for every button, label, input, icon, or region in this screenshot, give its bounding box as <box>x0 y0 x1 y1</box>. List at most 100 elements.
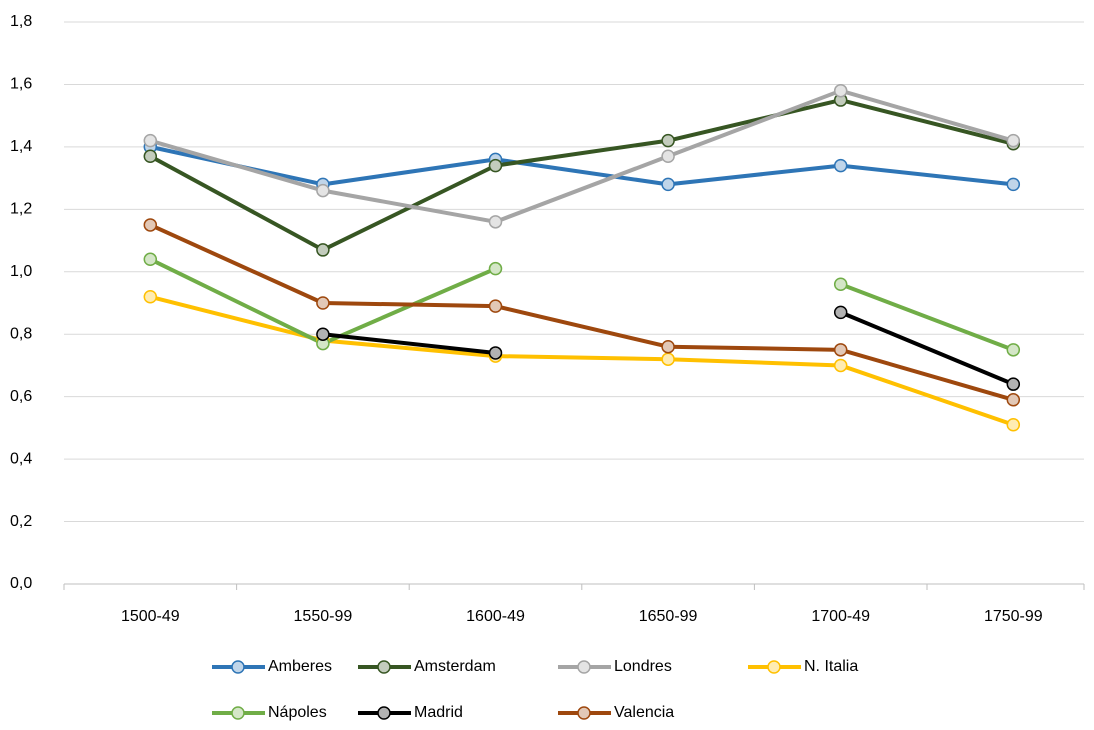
legend-marker-bg <box>578 707 590 719</box>
x-tick-label: 1650-99 <box>639 608 698 625</box>
data-point <box>661 133 675 148</box>
y-tick-label: 1,8 <box>10 13 32 30</box>
legend-label: Londres <box>614 658 672 675</box>
legend-marker-bg <box>378 707 390 719</box>
legend-marker-bg <box>232 661 244 673</box>
data-point <box>143 290 158 304</box>
data-point <box>1006 393 1021 407</box>
data-point-bg <box>316 184 329 197</box>
legend-marker-bg <box>232 707 244 719</box>
data-point-bg <box>144 150 157 163</box>
legend-label: N. Italia <box>804 658 858 675</box>
data-point-bg <box>316 328 329 341</box>
data-point-bg <box>1007 378 1020 391</box>
series-line <box>149 294 1014 427</box>
x-tick-label: 1550-99 <box>294 608 353 625</box>
data-point-bg <box>144 290 157 303</box>
data-point-bg <box>1007 178 1020 191</box>
data-point <box>833 343 848 357</box>
data-point-bg <box>662 134 675 147</box>
y-tick-label: 0,0 <box>10 575 32 592</box>
data-point-bg <box>662 150 675 163</box>
data-point <box>833 305 848 320</box>
data-point-bg <box>489 215 502 228</box>
data-point <box>1006 377 1021 391</box>
data-point <box>833 83 848 98</box>
data-point <box>833 158 848 173</box>
y-tick-label: 1,0 <box>10 263 32 280</box>
legend-marker <box>767 660 781 674</box>
data-point <box>661 339 675 354</box>
data-point-bg <box>316 243 329 256</box>
series-line <box>322 310 1015 387</box>
data-point-bg <box>489 159 502 172</box>
legend-marker-bg <box>768 661 780 673</box>
series-line <box>149 144 1014 187</box>
legend-marker <box>377 660 391 674</box>
data-point-bg <box>834 159 847 172</box>
data-point <box>143 133 158 148</box>
data-point-bg <box>316 337 329 350</box>
legend-label: Amsterdam <box>414 658 496 675</box>
series-line <box>149 223 1014 402</box>
data-point <box>488 215 503 229</box>
data-point <box>1006 418 1021 432</box>
legend-marker <box>577 660 591 674</box>
data-point-bg <box>834 84 847 97</box>
y-tick-label: 0,2 <box>10 513 32 530</box>
series-line <box>149 88 1014 224</box>
data-point <box>488 346 503 360</box>
data-point-bg <box>662 340 675 353</box>
data-point-bg <box>144 218 157 231</box>
data-point <box>1006 343 1021 357</box>
series-line <box>149 98 1014 252</box>
data-point-bg <box>834 359 847 372</box>
series-line <box>149 257 1015 352</box>
legend-label: Amberes <box>268 658 332 675</box>
legend-marker-bg <box>578 661 590 673</box>
x-tick-label: 1500-49 <box>121 608 180 625</box>
data-point-bg <box>1007 418 1020 431</box>
data-point <box>316 243 330 257</box>
data-point <box>1006 177 1021 192</box>
data-point-bg <box>1007 134 1020 147</box>
data-point-bg <box>316 297 329 309</box>
y-tick-label: 0,4 <box>10 450 32 467</box>
legend-label: Madrid <box>414 704 463 721</box>
data-point <box>316 183 330 198</box>
data-point-bg <box>834 94 847 107</box>
data-point <box>661 352 675 366</box>
data-point <box>143 252 158 267</box>
data-point-bg <box>489 346 502 359</box>
legend-label: Valencia <box>614 704 674 721</box>
data-point <box>316 327 330 341</box>
data-point <box>143 218 158 232</box>
data-point <box>833 277 848 292</box>
data-point <box>143 149 158 164</box>
data-point-bg <box>1007 393 1020 406</box>
data-point <box>833 358 848 373</box>
legend-label: Nápoles <box>268 704 327 721</box>
data-point-bg <box>144 253 157 266</box>
x-tick-label: 1700-49 <box>811 608 870 625</box>
data-point <box>488 299 503 313</box>
legend-marker <box>231 706 245 720</box>
legend-marker <box>231 660 245 674</box>
data-point <box>488 158 503 173</box>
x-tick-label: 1600-49 <box>466 608 525 625</box>
data-point-bg <box>834 306 847 319</box>
data-point <box>661 177 675 192</box>
data-point-bg <box>834 278 847 291</box>
data-point-bg <box>489 262 502 275</box>
data-point <box>661 149 675 164</box>
data-point <box>1006 133 1021 148</box>
y-tick-label: 1,2 <box>10 201 32 218</box>
data-point <box>316 296 330 310</box>
y-tick-label: 1,6 <box>10 76 32 93</box>
data-point-bg <box>489 300 502 313</box>
data-point-bg <box>834 343 847 356</box>
y-tick-label: 0,6 <box>10 388 32 405</box>
legend-marker-bg <box>378 661 390 673</box>
y-tick-label: 1,4 <box>10 138 32 155</box>
